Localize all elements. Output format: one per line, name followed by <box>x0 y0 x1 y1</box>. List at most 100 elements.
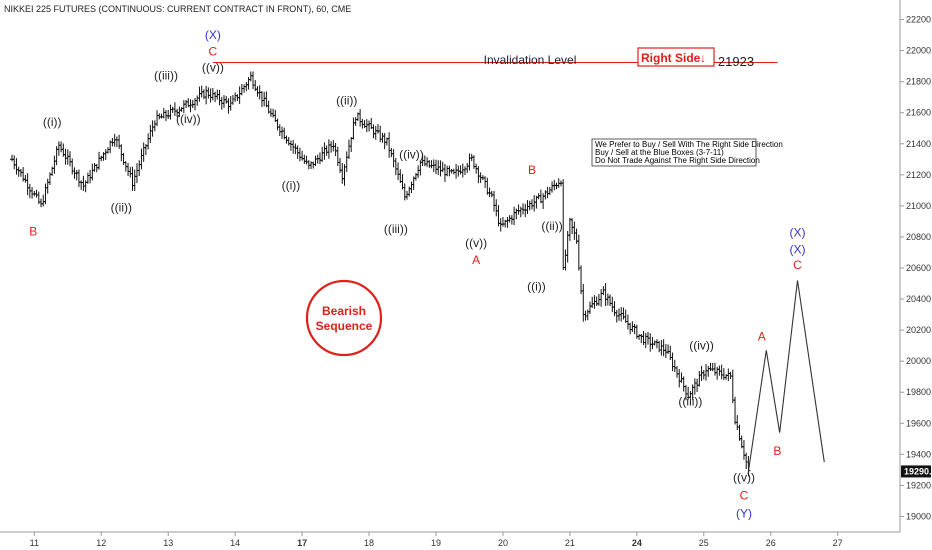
bearish-sequence-badge: Bearish Sequence <box>305 279 383 357</box>
ohlc-bar <box>389 147 394 158</box>
ohlc-bar <box>375 123 380 134</box>
y-tick-label: 22200.0 <box>906 15 932 25</box>
ohlc-bar <box>670 352 675 372</box>
ohlc-bar <box>76 169 81 188</box>
x-tick-label: 11 <box>30 538 39 548</box>
ohlc-bar <box>396 162 401 181</box>
ohlc-bar <box>699 365 704 382</box>
ohlc-bar <box>342 164 347 186</box>
ohlc-bar <box>648 333 653 352</box>
ohlc-bar <box>313 155 318 166</box>
ohlc-bar <box>567 217 572 241</box>
ohlc-bar <box>367 120 372 132</box>
ohlc-bar <box>547 186 552 196</box>
y-axis-ticks: 22200.0 22000.0 21800.0 21600.0 21400.0 21200… <box>900 15 932 521</box>
ohlc-bar <box>726 368 731 382</box>
ohlc-bar <box>661 339 666 357</box>
x-tick-label: 26 <box>766 538 776 548</box>
ohlc-bar <box>121 152 126 165</box>
ohlc-bar <box>132 169 137 191</box>
ohlc-bar <box>460 163 465 178</box>
wave-label: A <box>472 253 480 267</box>
ohlc-bar <box>643 332 648 349</box>
ohlc-bar <box>25 173 30 196</box>
ohlc-bar <box>463 166 468 175</box>
x-tick-label: 13 <box>163 538 173 548</box>
ohlc-bar <box>538 189 543 204</box>
ohlc-bar <box>476 166 481 184</box>
ohlc-bar <box>619 307 624 322</box>
ohlc-bar <box>297 147 302 162</box>
ohlc-bar <box>224 96 229 104</box>
y-tick-label: 20800.0 <box>906 232 932 242</box>
y-tick-label: 19200.0 <box>906 480 932 490</box>
ohlc-bar <box>715 366 720 380</box>
ohlc-bar <box>585 309 590 321</box>
ohlc-bar <box>233 92 238 102</box>
y-tick-label: 22000.0 <box>906 46 932 56</box>
ohlc-bar <box>404 190 409 200</box>
ohlc-bar <box>139 148 144 170</box>
wave-label: A <box>758 329 766 343</box>
x-tick-label: 12 <box>96 538 106 548</box>
ohlc-bar <box>208 88 213 103</box>
ohlc-bar <box>576 234 581 271</box>
ohlc-bar <box>184 99 189 108</box>
ohlc-bar <box>454 163 459 179</box>
ohlc-bar <box>681 376 686 392</box>
ohlc-bar <box>188 99 193 113</box>
ohlc-bar <box>650 336 655 350</box>
y-tick-label: 21800.0 <box>906 77 932 87</box>
ohlc-bar <box>155 110 160 127</box>
ohlc-bar <box>302 154 307 164</box>
ohlc-bar <box>744 452 749 470</box>
ohlc-bar <box>451 168 456 175</box>
ohlc-bar <box>206 87 211 99</box>
ohlc-bar <box>331 140 336 152</box>
ohlc-bar <box>340 162 345 184</box>
x-tick-label: 14 <box>230 538 240 548</box>
y-tick-label: 19800.0 <box>906 387 932 397</box>
ohlc-bar <box>88 169 93 184</box>
ohlc-bar <box>628 322 633 335</box>
ohlc-bar <box>621 307 626 320</box>
ohlc-bar <box>590 296 595 308</box>
ohlc-bars <box>10 71 751 477</box>
ohlc-bar <box>440 161 445 172</box>
wave-label: B <box>29 225 37 239</box>
wave-label: ((ii)) <box>541 219 562 233</box>
y-tick-label: 21200.0 <box>906 170 932 180</box>
ohlc-bar <box>360 118 365 129</box>
chart-title: NIKKEI 225 FUTURES (CONTINUOUS: CURRENT … <box>4 4 351 14</box>
ohlc-bar <box>712 362 717 376</box>
ohlc-bar <box>65 149 70 165</box>
ohlc-bar <box>315 154 320 164</box>
ohlc-bar <box>128 166 133 178</box>
ohlc-bar <box>14 158 19 175</box>
ohlc-bar <box>608 294 613 307</box>
ohlc-bar <box>293 143 298 155</box>
ohlc-bar <box>541 193 546 210</box>
ohlc-bar <box>152 120 157 132</box>
ohlc-bar <box>487 187 492 198</box>
x-tick-label: 24 <box>632 538 642 548</box>
wave-label: C <box>209 44 218 58</box>
y-tick-label: 19000.0 <box>906 511 932 521</box>
ohlc-bar <box>346 139 351 159</box>
ohlc-bar <box>16 166 21 177</box>
ohlc-bar <box>349 137 354 153</box>
ohlc-bar <box>192 97 197 111</box>
ohlc-bar <box>59 141 64 153</box>
ohlc-bar <box>416 165 421 178</box>
ohlc-bar <box>157 113 162 120</box>
ohlc-bar <box>351 117 356 140</box>
ohlc-bar <box>97 151 102 170</box>
ohlc-bar <box>498 218 503 232</box>
wave-label: ((i)) <box>527 280 546 294</box>
notes-frame <box>591 138 757 167</box>
ohlc-bar <box>445 165 450 177</box>
projection-line <box>747 280 825 472</box>
ohlc-bar <box>612 301 617 317</box>
ohlc-bar <box>532 195 537 212</box>
ohlc-bar <box>436 160 441 176</box>
